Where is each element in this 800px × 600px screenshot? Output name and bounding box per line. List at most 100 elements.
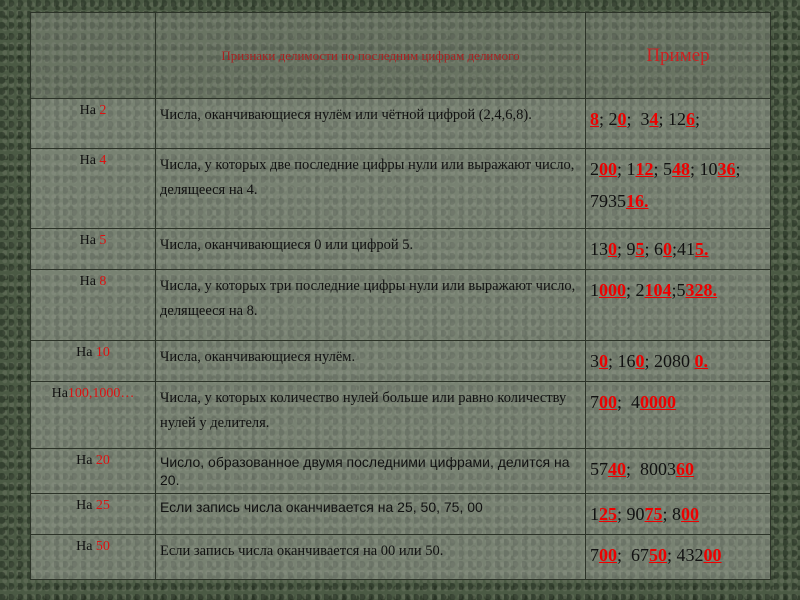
- example-text: ; 2: [599, 109, 618, 129]
- description-cell: Число, образованное двумя последними циф…: [155, 448, 586, 494]
- example-highlight: 40: [608, 459, 626, 479]
- example-cell: 8; 20; 34; 126;: [585, 98, 771, 149]
- example-text: ; 9: [617, 239, 636, 259]
- example-highlight: 0: [617, 109, 627, 129]
- example-text: 1: [590, 504, 599, 524]
- example-highlight: 0: [599, 351, 608, 371]
- example-highlight: 104: [644, 280, 672, 300]
- description-cell: Числа, оканчивающиеся нулём или чётной ц…: [155, 98, 586, 149]
- divisor-number: 10: [95, 345, 110, 360]
- example-highlight: 000: [599, 280, 626, 300]
- divisor-cell: На 2: [30, 98, 156, 149]
- example-text: ; 4: [617, 392, 641, 412]
- example-highlight: 25: [599, 504, 617, 524]
- example-text: ; 8003: [626, 459, 677, 479]
- example-text: ; 2: [626, 280, 645, 300]
- example-text: ; 7935: [590, 159, 746, 211]
- example-highlight: 48: [672, 159, 691, 179]
- table-row: На 20 Число, образованное двумя последним…: [30, 448, 771, 494]
- divisor-prefix: На: [79, 153, 100, 168]
- example-text: ; 6: [644, 239, 664, 259]
- example-text: ; 3: [626, 109, 650, 129]
- divisor-number: 50: [95, 539, 110, 554]
- example-text: 2: [590, 159, 599, 179]
- example-highlight: 36: [717, 159, 736, 179]
- header-cell: Пример: [585, 12, 771, 99]
- example-text: ; 12: [658, 109, 687, 129]
- example-text: ; 90: [617, 504, 645, 524]
- divisor-number: 25: [95, 498, 110, 513]
- example-highlight: 8: [590, 109, 599, 129]
- divisor-prefix: На: [79, 274, 100, 289]
- example-text: ; 1: [617, 159, 636, 179]
- example-text: ;: [695, 109, 701, 129]
- example-highlight: 0: [608, 239, 617, 259]
- divisor-number: 8: [99, 274, 107, 289]
- divisor-prefix: На: [76, 453, 96, 468]
- example-text: ; 67: [617, 545, 650, 565]
- example-text: 1: [590, 280, 599, 300]
- divisor-prefix: На: [76, 345, 96, 360]
- example-text: ;41: [672, 239, 696, 259]
- example-highlight: 0000: [640, 392, 677, 412]
- divisor-number: 20: [95, 453, 110, 468]
- example-cell: 1000; 2104;5328.: [585, 269, 771, 341]
- example-text: ; 8: [662, 504, 682, 524]
- example-text: 7: [590, 545, 599, 565]
- divisor-prefix: На: [79, 233, 100, 248]
- example-highlight: 00: [703, 545, 722, 565]
- divisor-prefix: На: [51, 386, 68, 401]
- divisor-cell: На 5: [30, 228, 156, 270]
- divisor-cell: На 20: [30, 448, 156, 494]
- table-row: На 4 Числа, у которых две последние цифры…: [30, 148, 771, 229]
- description-cell: Если запись числа оканчивается на 25, 50…: [155, 493, 586, 535]
- table-row: На 2 Числа, оканчивающиеся нулём или чётн…: [30, 98, 771, 149]
- example-text: ; 5: [653, 159, 673, 179]
- divisibility-table: Признаки делимости по последним цифрам д…: [30, 12, 771, 580]
- description-cell: Числа, оканчивающиеся 0 или цифрой 5.: [155, 228, 586, 270]
- example-cell: 30; 160; 2080 0.: [585, 340, 771, 382]
- example-cell: 5740; 800360: [585, 448, 771, 494]
- header-row: Признаки делимости по последним цифрам д…: [30, 12, 771, 99]
- header-cell: [30, 12, 156, 99]
- divisor-cell: На100,1000…: [30, 381, 156, 449]
- example-text: ; 2080: [644, 351, 695, 371]
- description-cell: Числа, у которых две последние цифры нул…: [155, 148, 586, 229]
- example-text: ;5: [671, 280, 686, 300]
- example-text: 3: [590, 351, 599, 371]
- divisor-prefix: На: [76, 498, 96, 513]
- divisor-cell: На 50: [30, 534, 156, 580]
- example-highlight: 75: [644, 504, 663, 524]
- description-cell: Числа, оканчивающиеся нулём.: [155, 340, 586, 382]
- example-text: 13: [590, 239, 608, 259]
- divisor-number: 2: [99, 103, 107, 118]
- divisor-cell: На 4: [30, 148, 156, 229]
- example-highlight: 0.: [694, 351, 709, 371]
- example-cell: 700; 40000: [585, 381, 771, 449]
- example-highlight: 5.: [695, 239, 709, 259]
- divisor-number: 5: [99, 233, 107, 248]
- table-row: На 50 Если запись числа оканчивается на 0…: [30, 534, 771, 580]
- description-cell: Числа, у которых три последние цифры нул…: [155, 269, 586, 341]
- divisor-prefix: На: [79, 103, 100, 118]
- example-highlight: 4: [649, 109, 659, 129]
- example-text: 57: [590, 459, 608, 479]
- example-highlight: 00: [599, 392, 617, 412]
- example-highlight: 328.: [685, 280, 718, 300]
- example-highlight: 00: [681, 504, 700, 524]
- divisor-prefix: На: [76, 539, 96, 554]
- divisor-cell: На 25: [30, 493, 156, 535]
- example-cell: 125; 9075; 800: [585, 493, 771, 535]
- example-highlight: 00: [599, 159, 617, 179]
- table-row: На 8 Числа, у которых три последние цифры…: [30, 269, 771, 341]
- example-highlight: 16.: [626, 191, 649, 211]
- example-text: ; 432: [667, 545, 704, 565]
- example-highlight: 6: [686, 109, 696, 129]
- example-highlight: 12: [635, 159, 654, 179]
- divisor-number: 4: [99, 153, 107, 168]
- divisor-cell: На 10: [30, 340, 156, 382]
- table-row: На 10 Числа, оканчивающиеся нулём. 30; 160…: [30, 340, 771, 382]
- divisor-number: 100,1000…: [67, 386, 135, 401]
- divisor-cell: На 8: [30, 269, 156, 341]
- example-text: ; 10: [690, 159, 718, 179]
